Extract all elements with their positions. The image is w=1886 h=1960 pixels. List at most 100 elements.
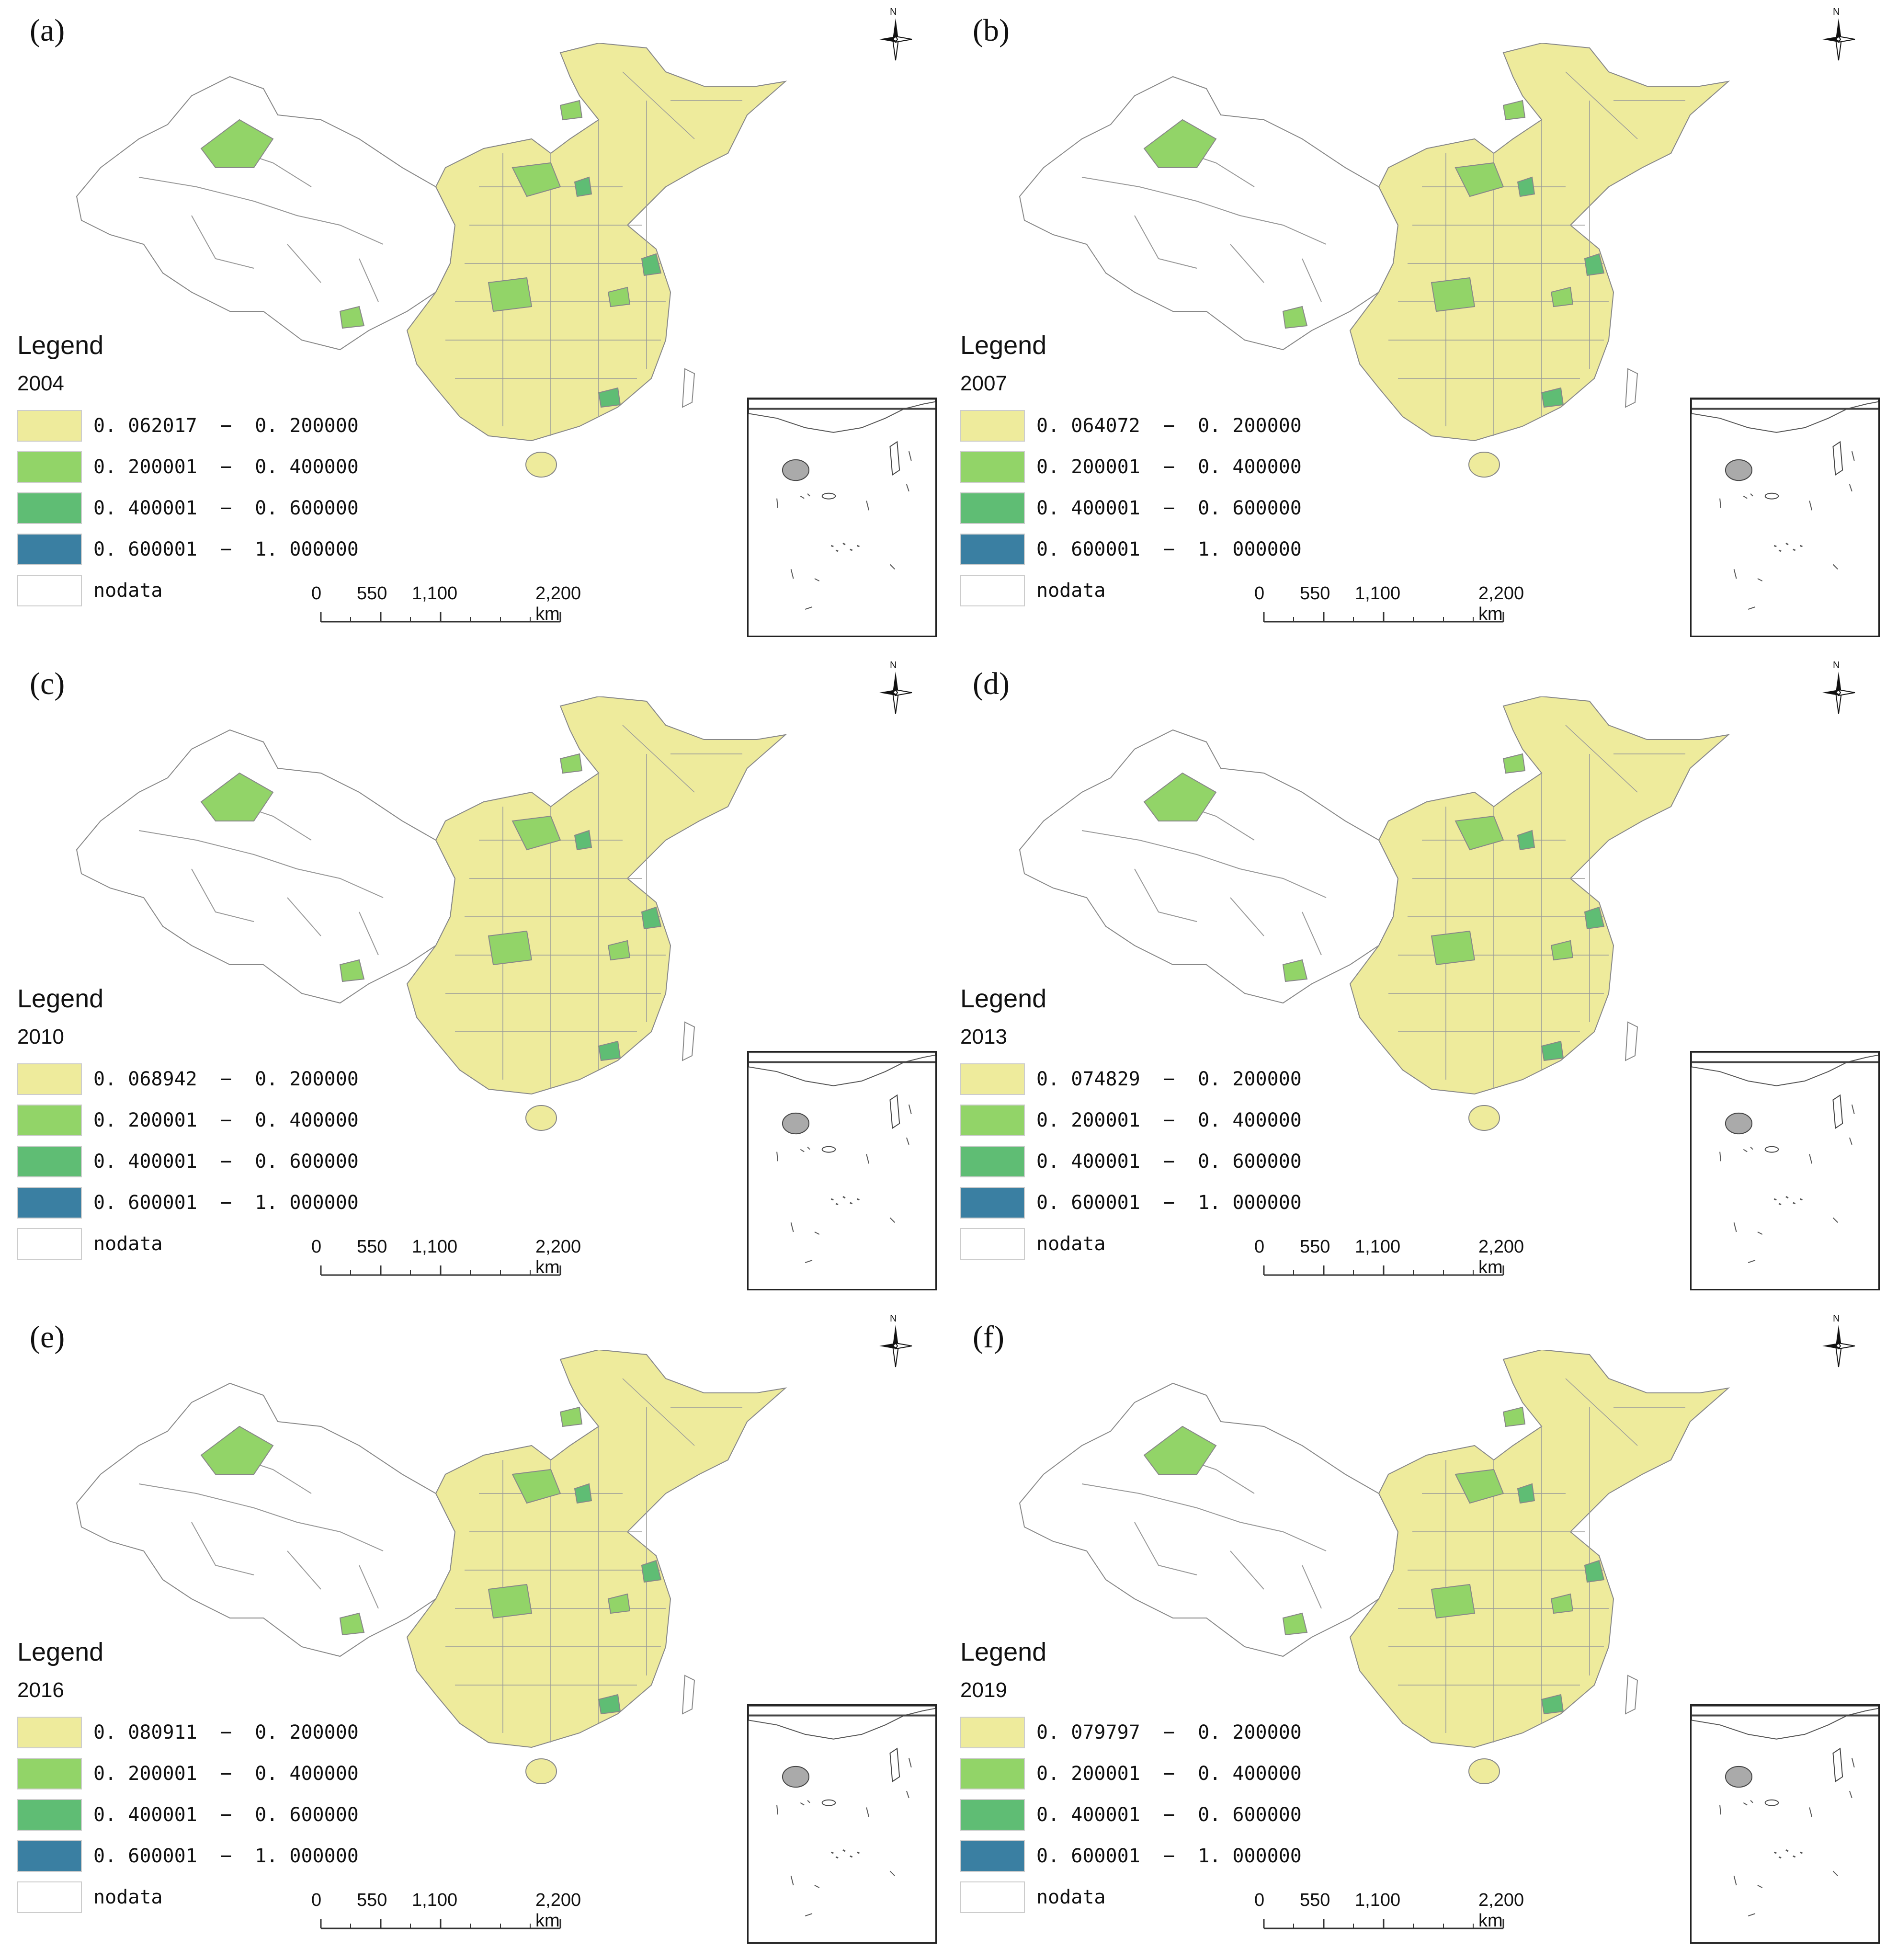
eastern-region	[1349, 1350, 1730, 1748]
taiwan-island	[1625, 368, 1638, 408]
north-label: N	[1833, 7, 1840, 17]
scale-label: 550	[1300, 1237, 1330, 1257]
china-map	[76, 43, 787, 478]
western-region	[1019, 76, 1399, 351]
legend-row: nodata	[17, 1877, 362, 1918]
legend-class-label: 0. 600001 − 1. 000000	[93, 1192, 359, 1214]
scale-label: 0	[311, 583, 322, 604]
china-map	[76, 696, 787, 1131]
legend-swatch	[17, 534, 82, 565]
eastern-region	[406, 43, 787, 442]
scale-label: 0	[311, 1237, 322, 1257]
legend-class-label: nodata	[1036, 1233, 1106, 1255]
china-map	[1019, 1350, 1730, 1784]
legend-year: 2013	[960, 1025, 1007, 1048]
legend: Legend 2004 0. 062017 − 0. 200000 0. 200…	[17, 330, 362, 611]
legend-swatch	[17, 410, 82, 442]
legend-row: 0. 079797 − 0. 200000	[960, 1712, 1305, 1753]
legend-row: 0. 400001 − 0. 600000	[960, 1141, 1305, 1182]
legend-row: nodata	[960, 570, 1305, 611]
map-panel-2010: (c) N	[0, 653, 943, 1307]
panel-letter: (c)	[30, 666, 65, 701]
legend-class-label: 0. 200001 − 0. 400000	[1036, 1763, 1302, 1785]
scale-label: 1,100	[412, 1890, 458, 1910]
legend-title: Legend	[960, 1638, 1047, 1666]
legend-swatch	[17, 1187, 82, 1219]
scale-label: 1,100	[412, 1237, 458, 1257]
eastern-region	[1349, 696, 1730, 1095]
scale-bar: 0 550 1,100 2,200 km	[1254, 583, 1524, 627]
legend-swatch	[17, 1717, 82, 1748]
south-china-sea-inset	[1690, 1704, 1880, 1944]
legend-row: 0. 400001 − 0. 600000	[960, 488, 1305, 529]
scale-ruler	[1263, 1919, 1504, 1929]
scale-label: 550	[1300, 583, 1330, 604]
north-label: N	[890, 7, 897, 17]
legend-swatch	[17, 492, 82, 524]
legend-row: 0. 600001 − 1. 000000	[17, 1835, 362, 1877]
legend-title: Legend	[17, 331, 104, 360]
scale-label: 2,200 km	[535, 583, 581, 624]
china-map	[1019, 696, 1730, 1131]
western-region	[76, 729, 456, 1004]
taiwan-island	[682, 368, 695, 408]
south-china-sea-inset	[747, 1704, 937, 1944]
legend-class-label: 0. 600001 − 1. 000000	[93, 538, 359, 560]
legend-class-label: 0. 600001 − 1. 000000	[1036, 1845, 1302, 1867]
legend-row: 0. 200001 − 0. 400000	[960, 446, 1305, 488]
legend-swatch	[960, 1881, 1025, 1913]
legend-row: 0. 600001 − 1. 000000	[17, 529, 362, 570]
scale-label: 2,200 km	[1478, 1890, 1524, 1931]
legend-row: 0. 200001 − 0. 400000	[960, 1753, 1305, 1794]
scale-label: 550	[357, 1890, 387, 1910]
legend-class-label: 0. 600001 − 1. 000000	[1036, 538, 1302, 560]
north-arrow-icon	[1822, 1325, 1855, 1367]
legend-swatch	[960, 1146, 1025, 1177]
legend: Legend 2016 0. 080911 − 0. 200000 0. 200…	[17, 1637, 362, 1918]
north-label: N	[1833, 660, 1840, 671]
legend-row: 0. 080911 − 0. 200000	[17, 1712, 362, 1753]
legend-class-label: nodata	[1036, 580, 1106, 602]
north-label: N	[890, 1313, 897, 1324]
north-label: N	[890, 660, 897, 671]
legend-swatch	[17, 1881, 82, 1913]
scale-label: 0	[1254, 583, 1265, 604]
legend-row: 0. 068942 − 0. 200000	[17, 1059, 362, 1100]
south-china-sea-inset	[1690, 1051, 1880, 1290]
south-china-sea-inset	[1690, 398, 1880, 637]
legend-row: nodata	[17, 1223, 362, 1265]
legend-row: 0. 400001 − 0. 600000	[17, 1141, 362, 1182]
legend-row: 0. 200001 − 0. 400000	[17, 1753, 362, 1794]
south-china-sea-inset	[747, 398, 937, 637]
western-region	[1019, 1382, 1399, 1657]
china-map	[76, 1350, 787, 1784]
map-panel-2019: (f) N	[943, 1307, 1886, 1960]
scale-label: 2,200 km	[1478, 1237, 1524, 1277]
panel-letter: (b)	[973, 13, 1010, 48]
legend-class-label: 0. 200001 − 0. 400000	[93, 1763, 359, 1785]
legend-row: 0. 400001 − 0. 600000	[17, 488, 362, 529]
scale-label: 550	[357, 583, 387, 604]
eastern-region	[1349, 43, 1730, 442]
scale-bar: 0 550 1,100 2,200 km	[311, 1890, 581, 1933]
legend-swatch	[17, 451, 82, 483]
legend-class-label: 0. 600001 − 1. 000000	[1036, 1192, 1302, 1214]
legend-title: Legend	[960, 331, 1047, 360]
legend-swatch	[960, 534, 1025, 565]
legend-class-label: 0. 200001 − 0. 400000	[1036, 1109, 1302, 1131]
scale-label: 550	[1300, 1890, 1330, 1910]
legend-class-label: 0. 400001 − 0. 600000	[1036, 497, 1302, 519]
legend-year: 2016	[17, 1678, 64, 1702]
legend-title: Legend	[17, 984, 104, 1013]
hainan-island	[1468, 452, 1500, 478]
scale-ruler	[320, 612, 561, 623]
legend-class-label: 0. 200001 − 0. 400000	[93, 456, 359, 478]
legend-swatch	[17, 1228, 82, 1260]
panel-letter: (e)	[30, 1320, 65, 1355]
legend-class-label: 0. 200001 − 0. 400000	[1036, 456, 1302, 478]
legend-title: Legend	[960, 984, 1047, 1013]
hainan-island	[525, 1758, 557, 1784]
taiwan-island	[1625, 1021, 1638, 1061]
scale-ruler	[320, 1265, 561, 1276]
china-map	[1019, 43, 1730, 478]
